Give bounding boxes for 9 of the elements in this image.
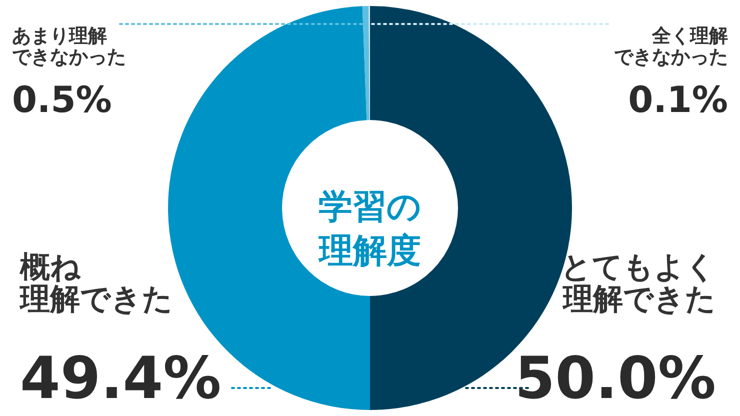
slice-label: あまり理解できなかった [12, 25, 126, 68]
data-label: 50.0% [514, 344, 716, 412]
data-label: 0.5% [12, 80, 112, 121]
slice-label: 全く理解できなかった [614, 25, 728, 68]
data-label: 49.4% [20, 344, 222, 412]
data-label: 0.1% [628, 80, 728, 121]
text: 学習の理解度 [318, 187, 422, 271]
slice-label: 概ね理解できた [19, 250, 173, 317]
slice-label: とてもよく理解できた [561, 250, 716, 317]
